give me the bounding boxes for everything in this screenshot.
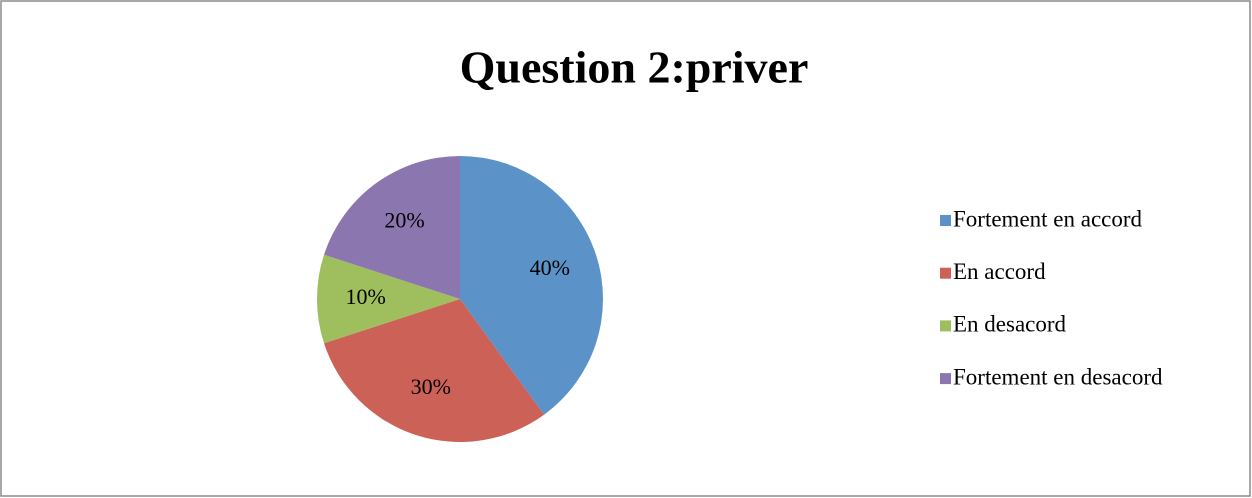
legend-label: En accord [953,259,1046,284]
pie-slice [460,156,603,415]
legend-swatch [940,373,951,385]
legend-label: Fortement en desacord [953,364,1163,389]
data-label: 30% [411,374,451,399]
data-label: 20% [384,208,424,233]
legend-swatch [940,320,951,332]
legend-swatch [940,267,951,279]
legend-swatch [940,215,951,226]
legend-label: En desacord [953,312,1067,337]
pie-slice [323,299,545,442]
data-label: 10% [345,284,385,309]
pie-slice [317,254,460,344]
chart-title: Question 2:priver [460,42,809,93]
data-label: 40% [530,255,570,280]
pie-slice [323,156,460,299]
legend-label: Fortement en accord [953,206,1143,231]
